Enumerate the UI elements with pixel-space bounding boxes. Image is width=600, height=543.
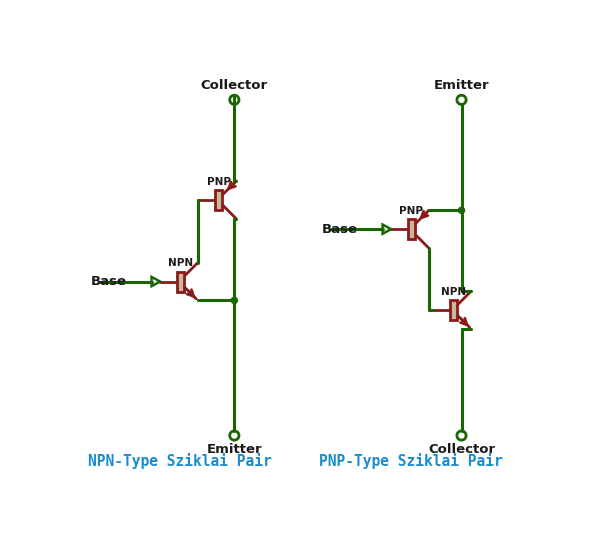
Text: NPN-Type Sziklai Pair: NPN-Type Sziklai Pair: [88, 453, 272, 469]
Text: Collector: Collector: [428, 443, 495, 456]
Bar: [215, 190, 223, 210]
Bar: [451, 300, 457, 320]
Bar: [408, 219, 415, 239]
Bar: [177, 272, 184, 292]
Text: Collector: Collector: [201, 79, 268, 92]
Text: Base: Base: [322, 223, 358, 236]
Text: Base: Base: [91, 275, 127, 288]
Text: Emitter: Emitter: [434, 79, 490, 92]
Text: PNP: PNP: [400, 206, 424, 216]
Text: NPN: NPN: [168, 258, 193, 268]
Text: PNP: PNP: [207, 177, 231, 187]
Circle shape: [231, 298, 238, 304]
Text: NPN: NPN: [441, 287, 466, 297]
Text: PNP-Type Sziklai Pair: PNP-Type Sziklai Pair: [319, 453, 503, 469]
Circle shape: [458, 207, 464, 213]
Text: Emitter: Emitter: [206, 443, 262, 456]
